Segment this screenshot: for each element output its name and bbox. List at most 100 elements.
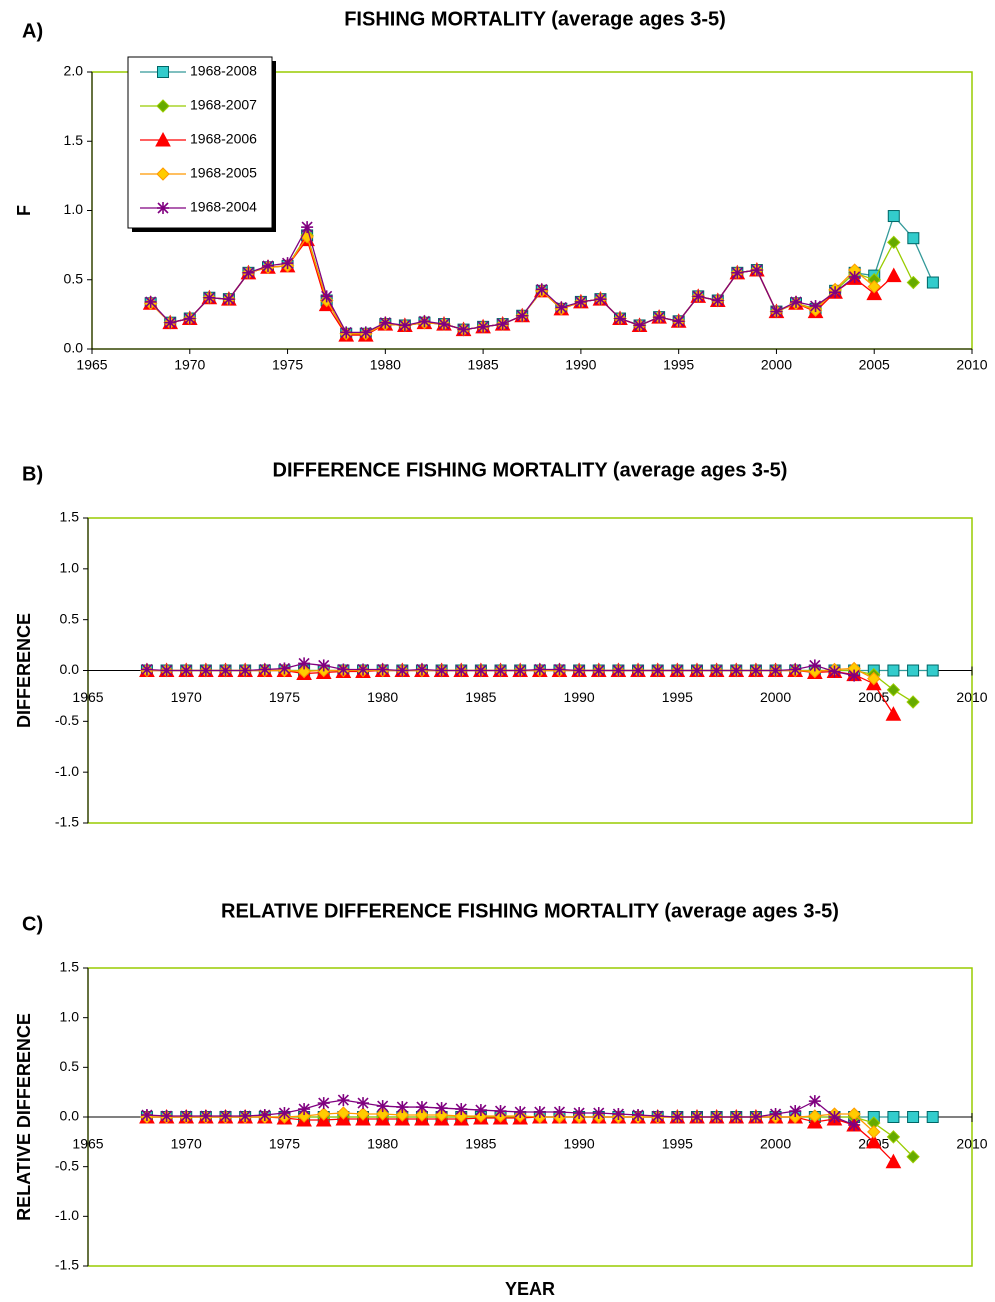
marker [140, 663, 153, 676]
marker-stroke [848, 1119, 860, 1131]
marker-stroke [180, 1110, 192, 1122]
marker [494, 1105, 507, 1118]
marker-stroke [396, 1101, 408, 1113]
marker [573, 1107, 586, 1120]
marker-stroke [141, 1109, 153, 1121]
marker-stroke [849, 271, 861, 283]
marker-stroke [436, 664, 448, 677]
marker [885, 1153, 902, 1169]
marker [219, 1110, 232, 1123]
marker-stroke [259, 1109, 271, 1121]
x-tick-label: 1995 [662, 689, 693, 705]
marker [867, 1125, 881, 1139]
marker-stroke [318, 659, 330, 671]
marker [320, 290, 333, 303]
marker-stroke [614, 312, 626, 325]
marker-stroke [514, 664, 526, 677]
marker [731, 266, 744, 279]
y-axis-title: RELATIVE DIFFERENCE [14, 1013, 34, 1221]
marker [180, 664, 193, 677]
marker [395, 1108, 410, 1122]
marker [455, 664, 468, 677]
marker [865, 1133, 882, 1149]
marker [612, 664, 625, 677]
x-tick-label: 2005 [859, 357, 890, 373]
marker-stroke [534, 663, 546, 676]
marker-stroke [653, 311, 665, 323]
marker [828, 1111, 841, 1123]
marker-stroke [360, 326, 372, 338]
marker [730, 664, 743, 677]
marker [278, 662, 291, 675]
marker-stroke [671, 664, 683, 677]
marker-stroke [828, 665, 841, 678]
marker-stroke [164, 317, 176, 329]
marker-stroke [145, 296, 157, 308]
marker [203, 291, 216, 304]
marker-stroke [298, 1103, 310, 1115]
marker-stroke [829, 286, 841, 298]
marker-stroke [711, 664, 723, 677]
marker [867, 279, 881, 294]
marker-stroke [769, 664, 782, 677]
marker-stroke [219, 1110, 232, 1122]
marker [239, 1110, 252, 1123]
marker [337, 663, 350, 676]
marker [418, 315, 431, 328]
marker [239, 664, 252, 677]
legend [127, 56, 273, 229]
marker [164, 316, 177, 329]
marker-stroke [184, 312, 196, 325]
marker-stroke [278, 662, 291, 675]
marker-stroke [357, 663, 369, 676]
marker-stroke [712, 294, 724, 307]
marker-stroke [555, 301, 567, 314]
marker-stroke [573, 1107, 585, 1119]
marker-stroke [157, 202, 169, 214]
marker [672, 315, 685, 328]
marker-stroke [416, 663, 428, 676]
marker-stroke [455, 1103, 467, 1115]
marker [710, 664, 723, 677]
marker-stroke [612, 664, 624, 677]
marker-stroke [337, 1094, 349, 1106]
marker [219, 664, 232, 677]
x-tick-label: 2000 [761, 357, 792, 373]
x-tick-label: 1980 [367, 1136, 398, 1152]
marker [474, 664, 487, 677]
marker [337, 1094, 350, 1107]
marker [887, 210, 900, 223]
marker [926, 276, 939, 289]
marker-stroke [652, 1110, 664, 1122]
marker [614, 312, 626, 325]
marker [749, 1111, 762, 1123]
x-tick-label: 1990 [564, 689, 595, 705]
marker [885, 267, 902, 283]
marker [199, 1110, 212, 1123]
y-axis-title: F [14, 205, 34, 216]
marker-stroke [418, 315, 431, 327]
marker [808, 1109, 822, 1123]
marker [317, 659, 330, 672]
marker [886, 1130, 901, 1144]
marker [848, 270, 861, 283]
marker-stroke [790, 296, 802, 308]
marker-stroke [809, 1095, 821, 1107]
marker [886, 683, 901, 697]
marker [398, 319, 411, 332]
marker-stroke [553, 1106, 566, 1118]
marker [278, 1107, 291, 1120]
marker-stroke [514, 1106, 526, 1118]
marker [357, 663, 370, 676]
marker-stroke [789, 663, 801, 676]
x-tick-label: 2000 [760, 689, 791, 705]
marker-stroke [223, 293, 235, 305]
marker-stroke [436, 1102, 448, 1114]
marker-stroke [769, 1108, 782, 1120]
marker-stroke [593, 1107, 605, 1119]
chart-title: RELATIVE DIFFERENCE FISHING MORTALITY (a… [221, 900, 839, 922]
y-tick-label: -0.5 [55, 712, 79, 728]
marker [867, 671, 881, 686]
marker [376, 663, 389, 676]
